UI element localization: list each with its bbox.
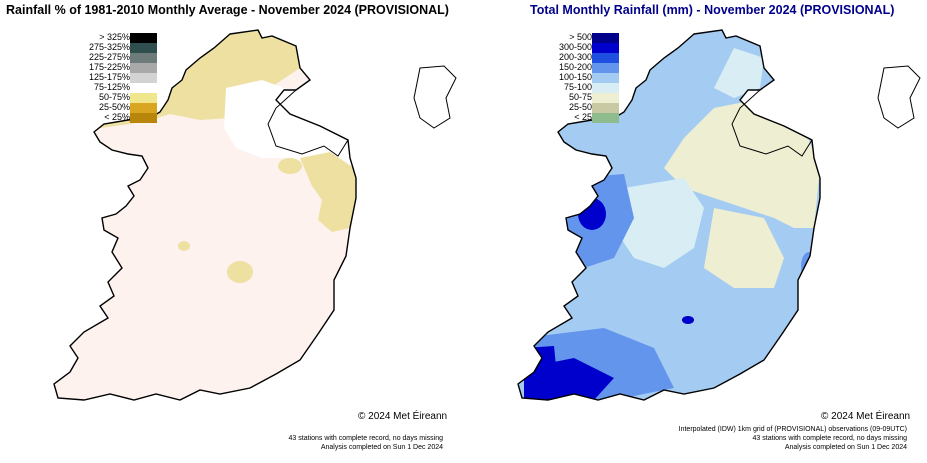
zone-300-500-galtees [682, 316, 694, 324]
legend-swatch [130, 103, 157, 113]
legend-swatch [130, 63, 157, 73]
footnote-analysis-date: Analysis completed on Sun 1 Dec 2024 [320, 444, 443, 451]
scotland-coast-fragment [877, 65, 921, 129]
legend-label: 75-100 [563, 82, 592, 92]
map-title: Rainfall % of 1981-2010 Monthly Average … [6, 3, 449, 17]
total-rainfall-zones [524, 48, 820, 400]
legend-swatch [592, 53, 619, 63]
legend-label: 300-500 [558, 42, 592, 52]
legend-entry: 200-300 [536, 52, 636, 63]
legend-swatch [592, 83, 619, 93]
footnote-interpolation: Interpolated (IDW) 1km grid of (PROVISIO… [678, 426, 907, 433]
legend-swatch [130, 93, 157, 103]
ireland-map-percent [53, 29, 457, 401]
legend-label: 125-175% [88, 72, 130, 82]
legend-label: 25-50 [568, 102, 592, 112]
zone-50-75-small [178, 241, 190, 251]
legend-swatch [130, 53, 157, 63]
total-rainfall-panel: Total Monthly Rainfall (mm) - November 2… [464, 0, 927, 463]
legend-swatch [592, 43, 619, 53]
footnote-stations: 43 stations with complete record, no day… [752, 435, 907, 442]
zone-150-200-wicklow [801, 252, 817, 280]
zone-75-100-midlands [614, 178, 704, 268]
map-legend: > 500 300-500 200-300 150-200 100-150 75… [536, 32, 636, 123]
map-legend: > 325% 275-325% 225-275% 175-225% 125-17… [74, 32, 174, 123]
legend-entry: 75-100 [536, 82, 636, 93]
legend-swatch [130, 33, 157, 43]
ireland-map-total [517, 29, 921, 401]
legend-label: 100-150 [558, 72, 592, 82]
legend-label: 25-50% [98, 102, 130, 112]
legend-label: < 25% [104, 112, 130, 122]
legend-label: 150-200 [558, 62, 592, 72]
legend-label: 175-225% [88, 62, 130, 72]
legend-swatch [592, 73, 619, 83]
legend-swatch [130, 43, 157, 53]
legend-entry: 50-75% [74, 92, 174, 103]
legend-label: 75-125% [93, 82, 130, 92]
legend-swatch [130, 113, 157, 123]
zone-50-75-midlands [227, 261, 253, 283]
legend-entry: > 325% [74, 32, 174, 43]
copyright-notice: © 2024 Met Éireann [821, 411, 911, 422]
legend-label: < 25 [574, 112, 592, 122]
legend-entry: 125-175% [74, 72, 174, 83]
legend-entry: 25-50% [74, 102, 174, 113]
scotland-coast-fragment [413, 65, 457, 129]
legend-entry: 50-75 [536, 92, 636, 103]
legend-swatch [130, 83, 157, 93]
legend-label: 200-300 [558, 52, 592, 62]
legend-label: 50-75% [98, 92, 130, 102]
footnote-stations: 43 stations with complete record, no day… [288, 435, 443, 442]
legend-entry: 100-150 [536, 72, 636, 83]
zone-75-100-north [714, 48, 764, 98]
rainfall-percent-panel: Rainfall % of 1981-2010 Monthly Average … [0, 0, 463, 463]
legend-swatch [592, 33, 619, 43]
zone-300-500-kerry [524, 358, 614, 400]
zone-50-75-southeast [704, 208, 784, 288]
legend-label: > 325% [99, 32, 130, 42]
footnote-analysis-date: Analysis completed on Sun 1 Dec 2024 [784, 444, 907, 451]
total-rainfall-map [464, 28, 927, 408]
rainfall-percent-map [0, 28, 463, 408]
legend-entry: 150-200 [536, 62, 636, 73]
zone-50-75-east [300, 152, 356, 232]
legend-entry: 75-125% [74, 82, 174, 93]
northern-ireland-border [267, 89, 349, 157]
legend-label: 50-75 [568, 92, 592, 102]
copyright-notice: © 2024 Met Éireann [358, 411, 448, 422]
zone-300-500-dingle [524, 346, 556, 368]
legend-swatch [130, 73, 157, 83]
legend-entry: 275-325% [74, 42, 174, 53]
legend-entry: 300-500 [536, 42, 636, 53]
legend-entry: 25-50 [536, 102, 636, 113]
legend-label: 225-275% [88, 52, 130, 62]
legend-entry: 175-225% [74, 62, 174, 73]
legend-swatch [592, 63, 619, 73]
zone-50-75-lough [278, 158, 302, 174]
legend-label: 275-325% [88, 42, 130, 52]
map-title: Total Monthly Rainfall (mm) - November 2… [530, 3, 895, 17]
legend-entry: 225-275% [74, 52, 174, 63]
legend-label: > 500 [569, 32, 592, 42]
legend-swatch [592, 93, 619, 103]
legend-swatch [592, 103, 619, 113]
legend-entry: < 25 [536, 112, 636, 123]
zone-50-75-east [664, 98, 820, 228]
legend-entry: < 25% [74, 112, 174, 123]
legend-entry: > 500 [536, 32, 636, 43]
northern-ireland-border [731, 89, 813, 157]
legend-swatch [592, 113, 619, 123]
